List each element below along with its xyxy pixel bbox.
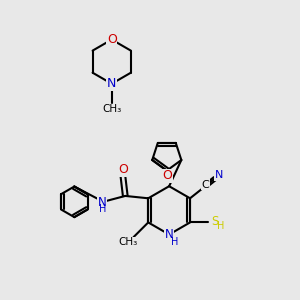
Text: O: O: [107, 33, 117, 46]
Text: H: H: [171, 237, 178, 247]
Text: N: N: [165, 228, 173, 241]
Text: H: H: [99, 204, 106, 214]
Text: N: N: [98, 196, 107, 209]
Text: H: H: [217, 221, 225, 231]
Text: C: C: [202, 180, 209, 190]
Text: N: N: [107, 77, 116, 90]
Text: O: O: [118, 163, 128, 176]
Text: N: N: [215, 170, 224, 180]
Text: CH₃: CH₃: [102, 104, 121, 114]
Text: S: S: [211, 215, 218, 228]
Text: O: O: [163, 169, 172, 182]
Text: CH₃: CH₃: [118, 238, 138, 248]
